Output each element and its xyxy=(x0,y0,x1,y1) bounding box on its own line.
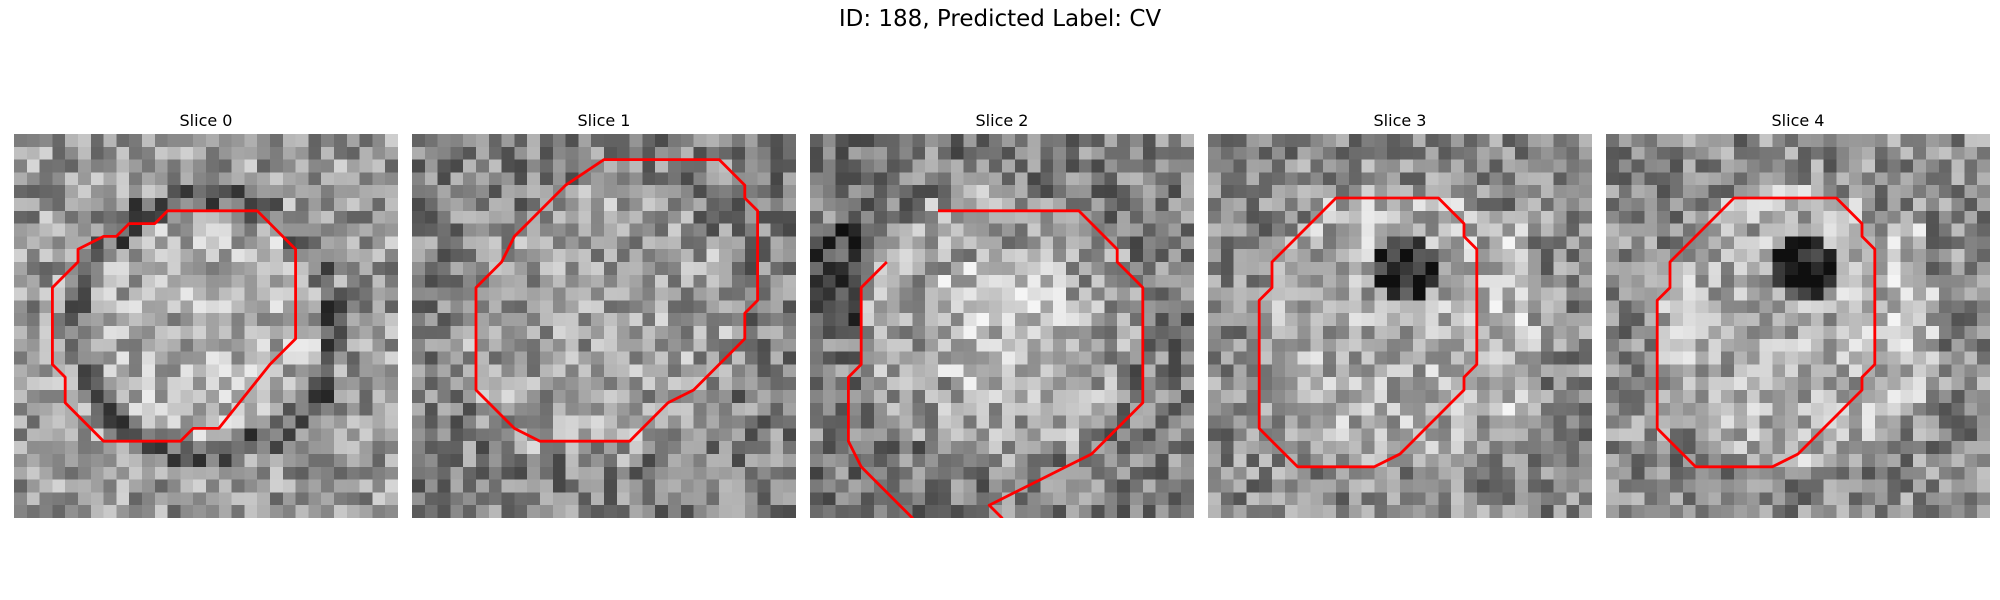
pixel-grid xyxy=(412,134,796,518)
slice-panel-0: Slice 0 xyxy=(14,108,398,518)
slice-image-3 xyxy=(1208,134,1592,518)
segmentation-contour xyxy=(1655,196,1877,469)
slice-title: Slice 1 xyxy=(577,111,631,130)
slice-title: Slice 3 xyxy=(1373,111,1427,130)
slice-panel-4: Slice 4 xyxy=(1606,108,1990,518)
pixel-grid xyxy=(1208,134,1592,518)
slice-title: Slice 0 xyxy=(179,111,233,130)
pixel-grid xyxy=(1606,134,1990,518)
slice-title: Slice 4 xyxy=(1771,111,1825,130)
segmentation-contour xyxy=(846,209,1145,518)
pixel-grid xyxy=(14,134,398,518)
pixel-grid xyxy=(810,134,1194,518)
slice-image-1 xyxy=(412,134,796,518)
slice-panel-1: Slice 1 xyxy=(412,108,796,518)
slice-image-4 xyxy=(1606,134,1990,518)
slice-panel-3: Slice 3 xyxy=(1208,108,1592,518)
segmentation-contour xyxy=(1257,196,1479,469)
segmentation-contour xyxy=(474,158,760,443)
slice-title: Slice 2 xyxy=(975,111,1029,130)
slice-image-2 xyxy=(810,134,1194,518)
segmentation-contour xyxy=(50,209,298,443)
figure-title: ID: 188, Predicted Label: CV xyxy=(838,6,1162,32)
slice-image-0 xyxy=(14,134,398,518)
slice-panel-2: Slice 2 xyxy=(810,108,1194,518)
